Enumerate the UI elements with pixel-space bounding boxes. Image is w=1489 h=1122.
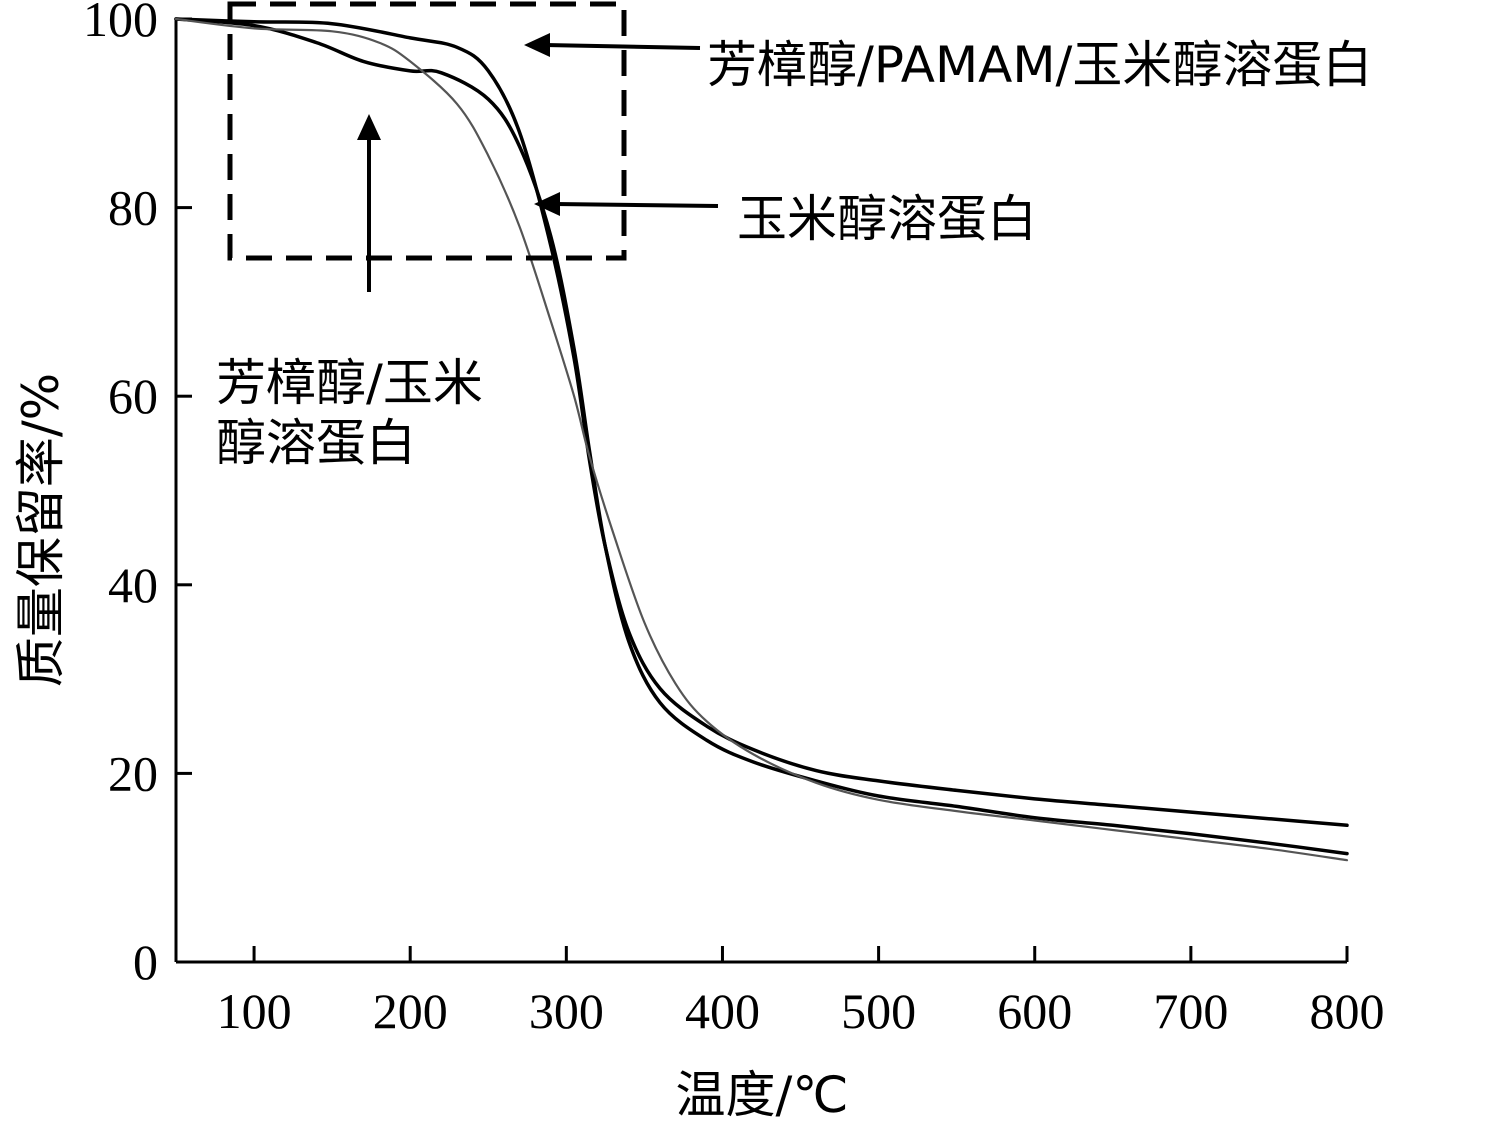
x-tick-label: 100 [217, 983, 292, 1039]
arrow-zein-line [554, 202, 719, 208]
x-axis-title: 温度/℃ [676, 1066, 849, 1122]
annotation-zein: 玉米醇溶蛋白 [737, 190, 1037, 248]
annotation-pamam-zein: 芳樟醇/PAMAM/玉米醇溶蛋白 [707, 36, 1372, 94]
arrow-zein-head [534, 192, 560, 216]
x-tick-label: 200 [373, 983, 448, 1039]
annotation-linalool-zein-line2: 醇溶蛋白 [216, 414, 416, 472]
x-tick-label: 400 [685, 983, 760, 1039]
y-tick-label: 100 [83, 0, 158, 47]
y-tick-label: 20 [108, 745, 158, 801]
x-tick-label: 600 [997, 983, 1072, 1039]
arrow-linalool-zein-head [357, 114, 381, 140]
y-tick-label: 80 [108, 180, 158, 236]
x-tick-label: 500 [841, 983, 916, 1039]
series-line-linalool-zein [174, 17, 1349, 862]
series-line-zein [174, 17, 1349, 856]
arrow-pamam-zein-line [544, 43, 701, 50]
y-tick-label: 60 [108, 368, 158, 424]
x-tick-label: 300 [529, 983, 604, 1039]
y-tick-label: 40 [108, 557, 158, 613]
highlight-dashed-box [227, 1, 627, 261]
x-tick-label: 800 [1310, 983, 1385, 1039]
arrow-pamam-zein-head [524, 33, 550, 57]
y-axis-title: 质量保留率/% [12, 373, 70, 687]
annotation-linalool-zein-line1: 芳樟醇/玉米 [216, 354, 483, 412]
y-tick-label: 0 [133, 934, 158, 990]
x-tick-label: 700 [1153, 983, 1228, 1039]
